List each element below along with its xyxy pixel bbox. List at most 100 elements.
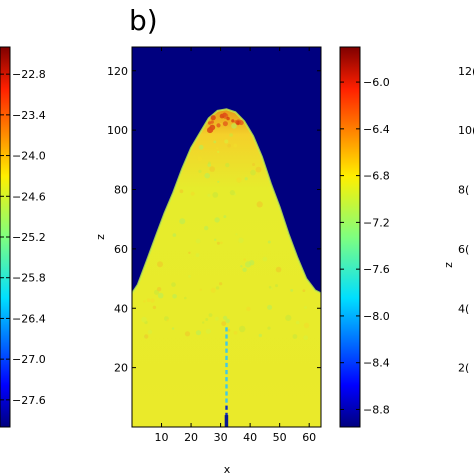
heatmap-panel-b: 10 20 30 40 50 60 20 40 60 80 100 120 x z [94, 46, 322, 474]
texture-blob [262, 256, 268, 262]
texture-blob [188, 251, 191, 254]
texture-blob [147, 329, 153, 335]
jet-core-segment [225, 377, 228, 382]
texture-blob [157, 261, 163, 268]
texture-blob [207, 163, 211, 167]
texture-blob [229, 190, 235, 196]
colorbar-tick-label: −6.4 [363, 123, 390, 136]
middle-colorbar-bar [339, 46, 361, 428]
texture-blob [223, 315, 228, 320]
texture-blob [223, 215, 227, 219]
right-y-tick-label: 4( [458, 302, 469, 315]
y-tick-label: 40 [114, 302, 128, 315]
texture-blob [256, 201, 263, 208]
texture-blob [243, 258, 246, 261]
jet-core-segment [225, 384, 228, 389]
apex-blob [226, 116, 230, 121]
apex-blob [222, 121, 228, 127]
texture-blob [190, 191, 195, 196]
jet-core-segment [225, 405, 228, 410]
jet-core-segment [225, 327, 228, 332]
jet-core-segment [225, 398, 228, 403]
colorbar-tick-label: −6.0 [363, 76, 390, 89]
texture-blob [233, 331, 238, 335]
texture-blob [267, 326, 271, 330]
jet-core [224, 327, 229, 427]
texture-blob [239, 325, 246, 333]
texture-blob [227, 328, 231, 332]
texture-blob [199, 288, 202, 291]
texture-blob [233, 143, 238, 148]
texture-blob [302, 289, 306, 292]
texture-blob [212, 192, 219, 198]
colorbar-tick-label: −26.4 [12, 312, 46, 325]
texture-blob [292, 334, 298, 339]
right-y-tick-label: 6( [458, 243, 469, 256]
jet-core-segment [225, 412, 228, 417]
texture-blob [156, 287, 162, 292]
texture-blob [245, 261, 252, 268]
jet-inlet [224, 415, 229, 427]
texture-blob [195, 238, 201, 244]
texture-blob [179, 218, 186, 225]
texture-blob [157, 292, 164, 299]
plume-texture [141, 112, 310, 341]
texture-blob [285, 314, 292, 321]
colorbar-tick-label: −8.0 [363, 310, 390, 323]
left-colorbar: −22.8 −23.4 −24.0 −24.6 −25.2 −25.8 −26.4 −27.0… [0, 46, 46, 428]
texture-blob [267, 240, 271, 244]
middle-colorbar: −6.0 −6.4 −6.8 −7.2 −7.6 −8.0 −8.4 −8.8 [339, 46, 390, 428]
apex-blob [208, 127, 214, 133]
texture-blob [224, 139, 229, 144]
colorbar-tick-label: −6.8 [363, 170, 390, 183]
colorbar-tick-label: −27.6 [12, 394, 46, 407]
jet-core-segment [225, 334, 228, 339]
texture-blob [258, 333, 262, 338]
apex-blob [210, 115, 216, 121]
x-tick-label: 60 [302, 431, 316, 444]
y-tick-label: 80 [114, 184, 128, 197]
texture-blob [184, 296, 187, 300]
texture-blob [275, 266, 282, 273]
x-tick-label: 40 [243, 431, 257, 444]
y-tick-label: 100 [107, 124, 128, 137]
texture-blob [236, 177, 242, 183]
texture-blob [217, 150, 220, 154]
plume-region [132, 109, 321, 427]
texture-blob [144, 334, 149, 339]
texture-blob [188, 275, 191, 278]
texture-blob [216, 147, 219, 150]
texture-blob [150, 298, 155, 303]
texture-blob [217, 180, 220, 183]
apex-blob [231, 119, 235, 123]
y-tick-label: 120 [107, 65, 128, 78]
x-tick-label: 50 [273, 431, 287, 444]
texture-blob [295, 320, 300, 325]
texture-blob [304, 306, 308, 309]
texture-blob [205, 328, 211, 334]
texture-blob [275, 284, 278, 288]
colorbar-tick-label: −23.4 [12, 109, 46, 122]
texture-blob [152, 305, 157, 310]
texture-blob [195, 330, 202, 336]
jet-core-segment [225, 355, 228, 360]
texture-blob [208, 313, 213, 317]
colorbar-tick-label: −27.0 [12, 353, 46, 366]
jet-core-segment [225, 391, 228, 396]
right-y-axis-label: z [442, 262, 455, 268]
jet-core-segment [225, 370, 228, 375]
texture-blob [250, 169, 256, 176]
colorbar-tick-label: −24.6 [12, 190, 46, 203]
x-tick-label: 10 [155, 431, 169, 444]
texture-blob [154, 289, 159, 295]
apex-blob [238, 120, 244, 126]
right-y-tick-label: 8( [458, 184, 469, 197]
jet-core-segment [225, 362, 228, 368]
texture-blob [225, 318, 230, 324]
texture-blob [219, 282, 223, 286]
texture-blob [255, 166, 262, 173]
texture-blob [290, 289, 294, 292]
texture-blob [303, 335, 309, 341]
apex-blob [208, 121, 212, 125]
